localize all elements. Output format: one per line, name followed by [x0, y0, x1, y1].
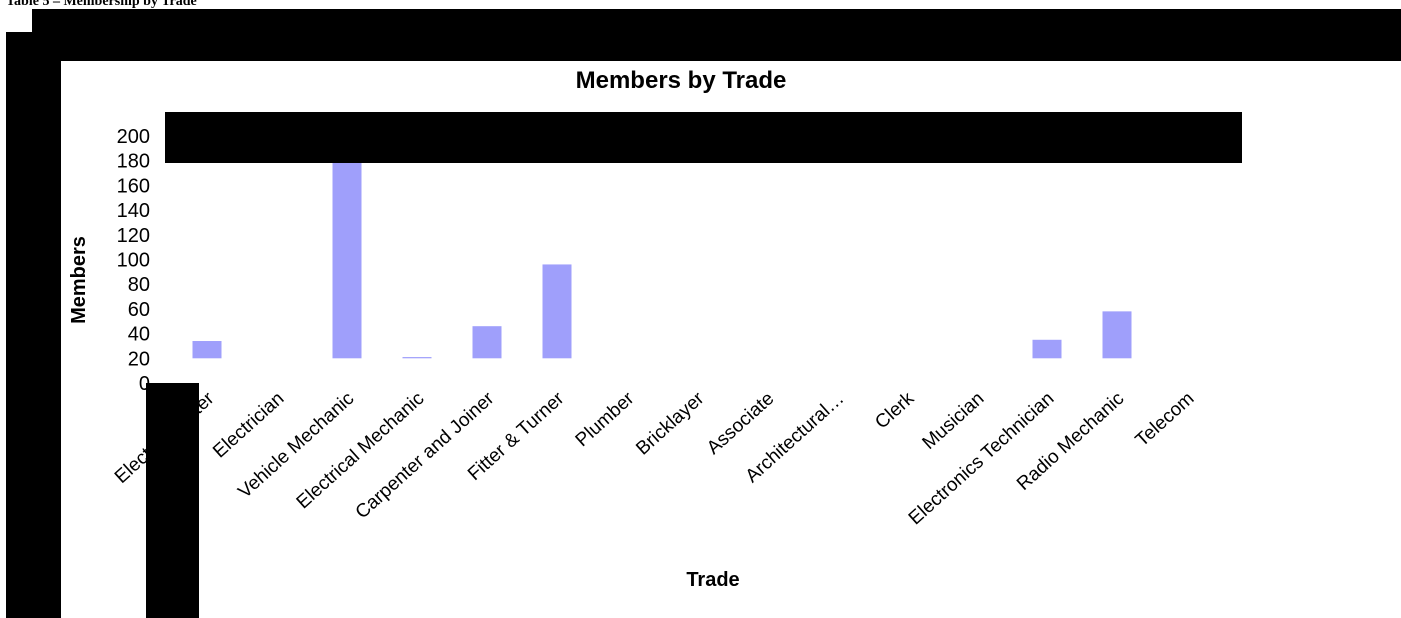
chart-redactions [146, 112, 1242, 618]
x-axis-labels: Electrical FitterElectricianVehicle Mech… [111, 388, 1198, 530]
y-axis-title: Members [68, 236, 90, 324]
y-tick-label: 140 [117, 200, 150, 222]
y-tick-label: 20 [128, 348, 150, 370]
bar [332, 160, 362, 359]
bar [542, 264, 572, 359]
table-caption: Table 5 – Membership by Trade [6, 0, 197, 9]
redaction-block-left [6, 32, 61, 618]
redaction-block-bottom-left [146, 383, 199, 618]
bar [1102, 311, 1132, 359]
x-tick-label: Clerk [871, 388, 918, 434]
bar [1032, 339, 1062, 359]
bars [192, 160, 1132, 359]
y-tick-label: 100 [117, 250, 150, 272]
y-tick-label: 40 [128, 324, 150, 346]
x-tick-label: Bricklayer [632, 388, 709, 460]
x-tick-label: Electrical Mechanic [293, 388, 429, 513]
y-tick-label: 120 [117, 225, 150, 247]
y-tick-label: 200 [117, 126, 150, 148]
bar [192, 341, 222, 359]
y-tick-label: 160 [117, 175, 150, 197]
y-tick-label: 180 [117, 151, 150, 173]
x-tick-label: Vehicle Mechanic [234, 388, 358, 503]
x-tick-label: Plumber [572, 388, 639, 451]
x-tick-label: Telecom [1132, 388, 1199, 451]
x-axis-title: Trade [686, 569, 739, 591]
chart-title: Members by Trade [576, 67, 787, 94]
redaction-block-plot-top [165, 112, 1242, 163]
x-tick-label: Carpenter and Joiner [352, 388, 499, 523]
x-tick-label: Musician [919, 388, 989, 454]
y-tick-label: 80 [128, 274, 150, 296]
redaction-block-top [32, 9, 1401, 61]
y-tick-label: 0 [139, 373, 150, 395]
bar [472, 326, 502, 359]
y-tick-label: 60 [128, 299, 150, 321]
bar [402, 357, 432, 359]
